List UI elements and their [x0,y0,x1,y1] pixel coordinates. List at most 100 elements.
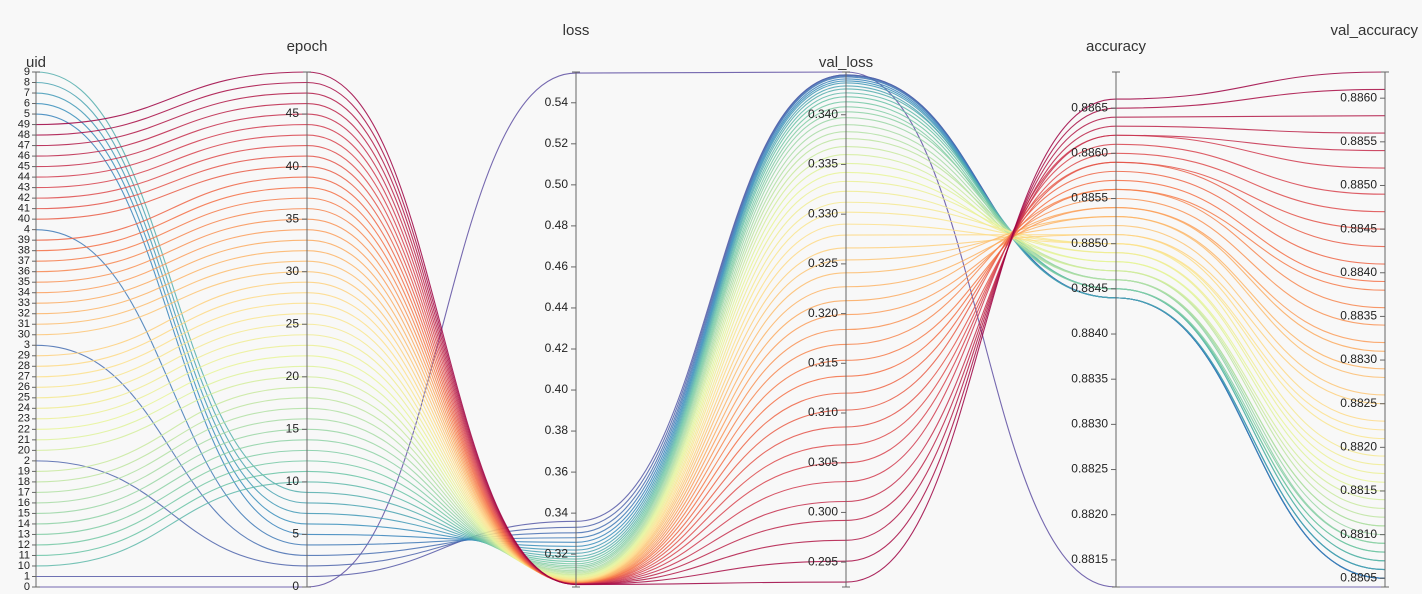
y-tick-label: 41 [18,203,30,215]
axis-label: loss [563,22,590,39]
y-tick-label: 25 [286,316,300,330]
y-tick-label: 25 [18,392,30,404]
y-tick-label: 0.42 [545,341,569,355]
y-tick-label: 30 [286,264,300,278]
y-tick-label: 0.335 [808,157,838,171]
data-line [35,138,1386,574]
y-tick-label: 0.325 [808,256,838,270]
data-line [35,180,1386,579]
y-tick-label: 13 [18,528,30,540]
y-tick-label: 36 [18,266,30,278]
y-tick-label: 37 [18,255,30,267]
data-line [35,223,1386,581]
y-tick-label: 33 [18,297,30,309]
y-tick-label: 0.8825 [1071,462,1108,476]
data-line [35,234,1386,582]
y-tick-label: 0.8850 [1071,236,1108,250]
axis-label: epoch [287,38,328,55]
y-tick-label: 0.8850 [1340,178,1377,192]
axis-label: uid [26,54,46,71]
data-line [35,134,1386,585]
y-tick-label: 45 [286,106,300,120]
y-tick-label: 0.38 [545,423,569,437]
y-tick-label: 0.8835 [1340,309,1377,323]
y-tick-label: 19 [18,465,30,477]
y-tick-label: 0.8865 [1071,100,1108,114]
y-tick-label: 11 [19,549,30,561]
y-tick-label: 2 [24,455,30,467]
y-tick-label: 0.36 [545,464,569,478]
y-tick-label: 20 [286,369,300,383]
y-tick-label: 0.8820 [1340,440,1377,454]
data-line [35,117,1386,570]
y-tick-label: 16 [18,497,30,509]
y-tick-label: 0.8845 [1340,221,1377,235]
y-tick-label: 0.46 [545,259,569,273]
data-line [35,96,1386,563]
y-tick-label: 0.8840 [1340,265,1377,279]
y-tick-label: 0.300 [808,505,838,519]
y-tick-label: 0.8815 [1340,483,1377,497]
y-tick-label: 27 [18,371,30,383]
y-tick-label: 0.340 [808,107,838,121]
data-line [35,188,1386,584]
y-tick-label: 42 [18,192,30,204]
y-tick-label: 0.8810 [1340,527,1377,541]
y-tick-label: 46 [18,150,30,162]
y-tick-label: 0.8860 [1340,90,1377,104]
y-tick-label: 17 [18,486,30,498]
y-tick-label: 9 [24,66,30,78]
y-tick-label: 23 [18,413,30,425]
y-tick-label: 40 [18,213,30,225]
axis-label: val_accuracy [1330,22,1418,39]
axis-label: val_loss [819,54,873,71]
y-tick-label: 35 [286,211,300,225]
y-tick-label: 0.32 [545,546,569,560]
y-tick-label: 0 [24,581,30,593]
data-line [35,111,1386,569]
y-tick-label: 0.54 [545,95,569,109]
y-tick-label: 30 [18,329,30,341]
lines [35,71,1386,588]
y-tick-label: 32 [18,308,30,320]
y-tick-label: 15 [18,507,30,519]
data-line [35,206,1386,584]
y-tick-label: 8 [24,76,30,88]
data-line [35,190,1386,580]
y-tick-label: 47 [18,139,30,151]
y-tick-label: 0.8835 [1071,371,1108,385]
y-tick-label: 0.295 [808,554,838,568]
y-tick-label: 43 [18,182,30,194]
y-tick-label: 0.8855 [1071,191,1108,205]
y-tick-label: 0.315 [808,355,838,369]
y-tick-label: 0.8815 [1071,552,1108,566]
y-tick-label: 0.52 [545,136,569,150]
y-tick-label: 1 [24,570,30,582]
y-tick-label: 31 [18,318,30,330]
y-tick-label: 5 [292,527,299,541]
data-line [35,234,1386,582]
y-tick-label: 26 [18,381,30,393]
y-tick-label: 18 [18,476,30,488]
y-tick-label: 0.40 [545,382,569,396]
y-tick-label: 0.8855 [1340,134,1377,148]
y-tick-label: 0.8845 [1071,281,1108,295]
y-tick-label: 0.50 [545,177,569,191]
data-line [35,124,1386,572]
y-tick-label: 10 [286,474,300,488]
data-line [35,216,1386,583]
y-tick-label: 49 [18,118,30,130]
y-tick-label: 0.48 [545,218,569,232]
y-tick-label: 24 [18,402,30,414]
y-tick-label: 44 [18,171,30,183]
data-line [35,225,1386,583]
y-tick-label: 5 [24,108,30,120]
y-tick-label: 39 [18,234,30,246]
data-line [35,216,1386,583]
axis-label: accuracy [1086,38,1147,55]
y-tick-label: 10 [18,560,30,572]
y-tick-label: 4 [24,224,30,236]
y-tick-label: 0.310 [808,405,838,419]
y-tick-label: 22 [18,423,30,435]
